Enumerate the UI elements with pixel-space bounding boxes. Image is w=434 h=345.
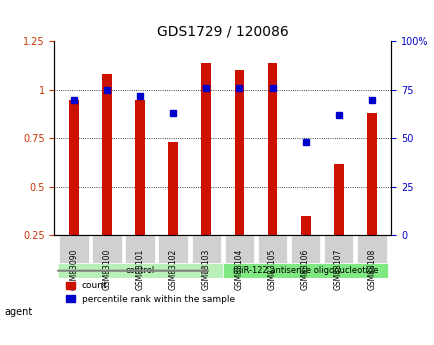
- Text: GSM83106: GSM83106: [300, 249, 309, 290]
- Text: GSM83104: GSM83104: [234, 249, 243, 290]
- FancyBboxPatch shape: [58, 263, 223, 278]
- Bar: [300, 216, 310, 235]
- Bar: [201, 63, 211, 235]
- Text: control: control: [125, 266, 155, 275]
- Text: GSM83102: GSM83102: [168, 249, 178, 290]
- Bar: [168, 142, 178, 235]
- Text: miR-122 antisense oligonucleotide: miR-122 antisense oligonucleotide: [232, 266, 378, 275]
- Bar: [267, 63, 277, 235]
- Bar: [234, 70, 244, 235]
- Text: GSM83100: GSM83100: [102, 249, 112, 290]
- Bar: [69, 100, 79, 235]
- Legend: count, percentile rank within the sample: count, percentile rank within the sample: [66, 281, 234, 304]
- Bar: [333, 164, 343, 235]
- Bar: [102, 75, 112, 235]
- FancyBboxPatch shape: [223, 263, 387, 278]
- Bar: [366, 113, 376, 235]
- Text: GSM83108: GSM83108: [366, 249, 375, 290]
- FancyBboxPatch shape: [158, 235, 188, 263]
- Text: GSM83101: GSM83101: [135, 249, 145, 290]
- Text: agent: agent: [4, 307, 33, 317]
- FancyBboxPatch shape: [290, 235, 320, 263]
- Text: GSM83090: GSM83090: [69, 249, 79, 290]
- Text: GSM83105: GSM83105: [267, 249, 276, 290]
- FancyBboxPatch shape: [191, 235, 221, 263]
- FancyBboxPatch shape: [257, 235, 287, 263]
- Bar: [135, 100, 145, 235]
- FancyBboxPatch shape: [92, 235, 122, 263]
- Title: GDS1729 / 120086: GDS1729 / 120086: [157, 25, 288, 39]
- FancyBboxPatch shape: [356, 235, 386, 263]
- FancyBboxPatch shape: [323, 235, 353, 263]
- FancyBboxPatch shape: [224, 235, 254, 263]
- FancyBboxPatch shape: [125, 235, 155, 263]
- FancyBboxPatch shape: [59, 235, 89, 263]
- Text: GSM83103: GSM83103: [201, 249, 210, 290]
- Text: GSM83107: GSM83107: [333, 249, 342, 290]
